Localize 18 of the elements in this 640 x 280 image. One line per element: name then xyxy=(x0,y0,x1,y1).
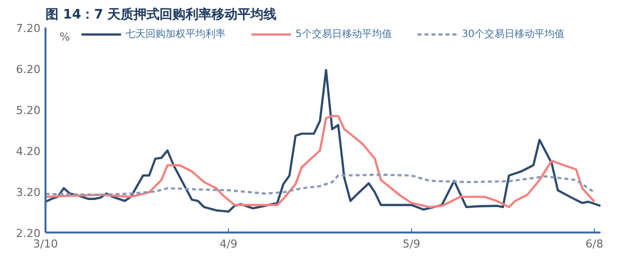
y-tick-label: 5.20 xyxy=(16,104,41,117)
y-tick-label: 2.20 xyxy=(16,227,41,240)
y-tick-label: 7.20 xyxy=(16,22,41,35)
legend-label: 七天回购加权平均利率 xyxy=(125,28,226,41)
line-series xyxy=(46,114,596,208)
legend-label: 5个交易日移动平均值 xyxy=(295,28,392,41)
y-tick-label: 4.20 xyxy=(16,145,41,158)
legend-label: 30个交易日移动平均值 xyxy=(462,28,565,41)
x-tick-label: 5/9 xyxy=(402,238,420,250)
line-series xyxy=(46,69,600,213)
x-tick-label: 6/8 xyxy=(586,238,604,250)
chart-title: 图 14：7 天质押式回购利率移动平均线 xyxy=(46,6,277,22)
line-series xyxy=(46,174,596,196)
y-axis-title: % xyxy=(60,30,70,44)
y-tick-label: 3.20 xyxy=(16,186,41,199)
x-tick-label: 3/10 xyxy=(33,238,58,250)
y-tick-label: 6.20 xyxy=(16,63,41,76)
x-tick-label: 4/9 xyxy=(220,238,238,250)
